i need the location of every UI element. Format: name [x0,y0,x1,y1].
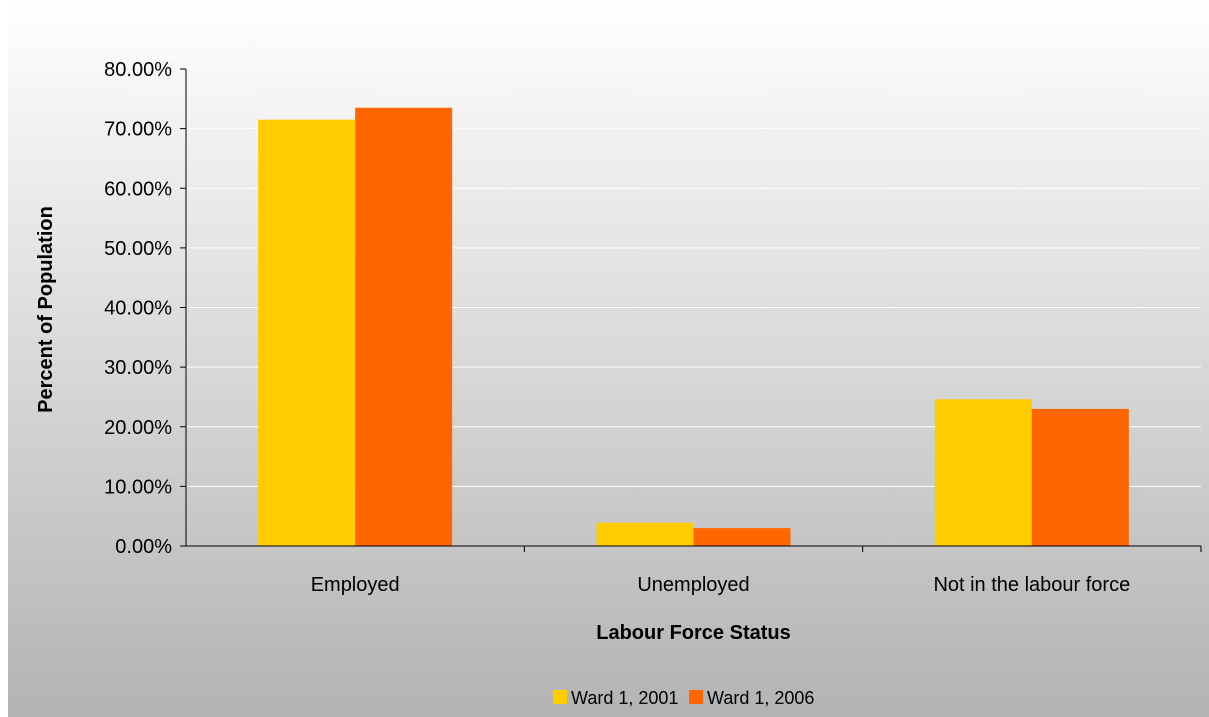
chart: 0.00% 10.00% 20.00% 30.00% 40.00% 50.00% 60.00… [8,0,1209,717]
bar [1031,408,1129,546]
y-tick-label: 30.00% [104,357,172,379]
axes [180,68,1202,552]
y-tick-label: 60.00% [104,178,172,200]
legend-label: Ward 1, 2001 [571,688,678,708]
y-tick-label: 50.00% [104,238,172,260]
x-tick-label: Not in the labour force [933,574,1130,596]
y-tick-label: 70.00% [104,119,172,141]
legend: Ward 1, 2001 Ward 1, 2006 [553,688,814,708]
x-tick-label: Unemployed [637,574,749,596]
x-tick-labels: Employed Unemployed Not in the labour forc… [311,574,1131,596]
y-axis-label: Percent of Population [35,206,57,413]
chart-svg: 0.00% 10.00% 20.00% 30.00% 40.00% 50.00% 60.00… [8,0,1209,717]
bars [258,107,1129,547]
legend-label: Ward 1, 2006 [707,688,814,708]
legend-swatch [553,690,567,704]
y-tick-label: 40.00% [104,298,172,320]
bar [596,522,694,546]
y-tick-labels: 0.00% 10.00% 20.00% 30.00% 40.00% 50.00% 60.00… [104,59,172,558]
x-axis-label: Labour Force Status [596,622,790,644]
x-tick-label: Employed [311,574,400,596]
bar [355,107,453,546]
y-tick-label: 10.00% [104,476,172,498]
bar [693,528,791,546]
bar [258,119,356,547]
chart-background [8,0,1209,717]
y-tick-label: 20.00% [104,417,172,439]
bar [934,399,1032,546]
y-tick-label: 0.00% [115,536,172,558]
y-tick-label: 80.00% [104,59,172,81]
legend-swatch [689,690,703,704]
